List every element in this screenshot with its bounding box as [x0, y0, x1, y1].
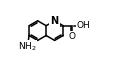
- Text: OH: OH: [76, 21, 90, 30]
- Text: O: O: [69, 32, 76, 41]
- Text: NH$_2$: NH$_2$: [18, 40, 37, 53]
- Text: N: N: [51, 16, 59, 26]
